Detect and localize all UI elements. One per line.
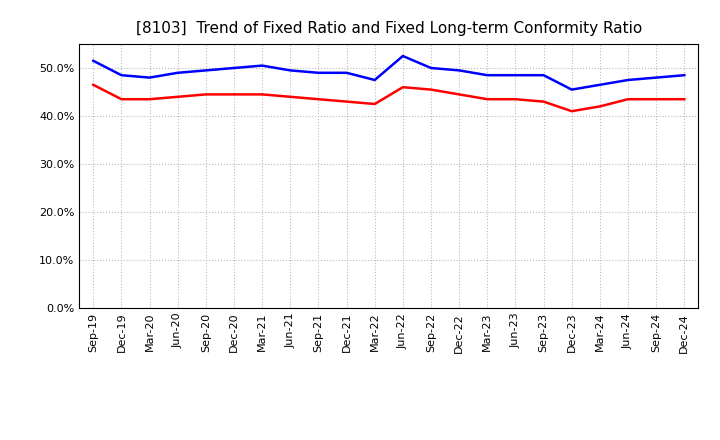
Fixed Long-term Conformity Ratio [89,82,98,88]
Fixed Ratio [202,68,210,73]
Fixed Long-term Conformity Ratio [399,84,408,90]
Fixed Long-term Conformity Ratio [258,92,266,97]
Fixed Ratio [567,87,576,92]
Fixed Long-term Conformity Ratio [680,96,688,102]
Fixed Long-term Conformity Ratio [117,96,126,102]
Fixed Long-term Conformity Ratio [342,99,351,104]
Fixed Ratio [624,77,632,83]
Fixed Ratio [455,68,464,73]
Fixed Ratio [230,66,238,71]
Fixed Ratio [342,70,351,75]
Fixed Ratio [145,75,154,80]
Fixed Ratio [595,82,604,88]
Fixed Long-term Conformity Ratio [230,92,238,97]
Fixed Long-term Conformity Ratio [624,96,632,102]
Fixed Long-term Conformity Ratio [286,94,294,99]
Fixed Long-term Conformity Ratio [652,96,660,102]
Fixed Long-term Conformity Ratio [370,101,379,106]
Fixed Long-term Conformity Ratio [511,96,520,102]
Fixed Ratio [314,70,323,75]
Line: Fixed Long-term Conformity Ratio: Fixed Long-term Conformity Ratio [94,85,684,111]
Fixed Ratio [680,73,688,78]
Fixed Long-term Conformity Ratio [483,96,492,102]
Fixed Ratio [483,73,492,78]
Fixed Ratio [117,73,126,78]
Fixed Long-term Conformity Ratio [427,87,436,92]
Fixed Long-term Conformity Ratio [145,96,154,102]
Fixed Long-term Conformity Ratio [174,94,182,99]
Title: [8103]  Trend of Fixed Ratio and Fixed Long-term Conformity Ratio: [8103] Trend of Fixed Ratio and Fixed Lo… [135,21,642,36]
Fixed Long-term Conformity Ratio [595,104,604,109]
Fixed Ratio [539,73,548,78]
Fixed Ratio [174,70,182,75]
Fixed Long-term Conformity Ratio [202,92,210,97]
Fixed Ratio [511,73,520,78]
Fixed Ratio [286,68,294,73]
Line: Fixed Ratio: Fixed Ratio [94,56,684,90]
Fixed Ratio [427,66,436,71]
Fixed Ratio [399,53,408,59]
Fixed Long-term Conformity Ratio [455,92,464,97]
Fixed Ratio [258,63,266,68]
Fixed Long-term Conformity Ratio [567,109,576,114]
Fixed Ratio [370,77,379,83]
Fixed Long-term Conformity Ratio [539,99,548,104]
Fixed Ratio [652,75,660,80]
Fixed Long-term Conformity Ratio [314,96,323,102]
Fixed Ratio [89,58,98,63]
